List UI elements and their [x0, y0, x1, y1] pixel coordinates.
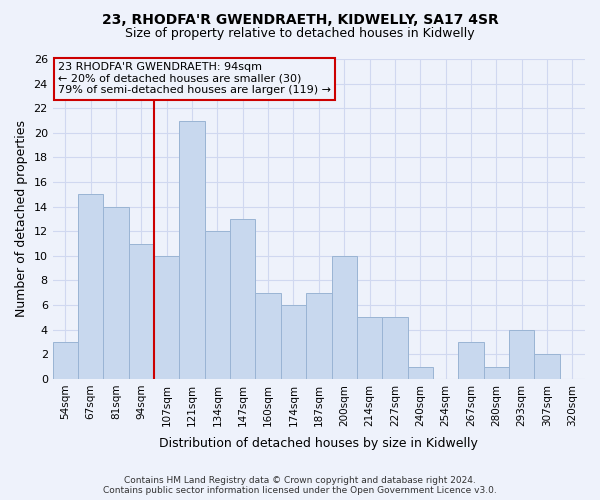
Bar [103, 206, 129, 379]
Y-axis label: Number of detached properties: Number of detached properties [15, 120, 28, 318]
Bar [53, 342, 78, 379]
Bar [129, 244, 154, 379]
Bar [306, 293, 332, 379]
Bar [281, 305, 306, 379]
Bar [357, 318, 382, 379]
Text: Size of property relative to detached houses in Kidwelly: Size of property relative to detached ho… [125, 28, 475, 40]
Text: Contains HM Land Registry data © Crown copyright and database right 2024.
Contai: Contains HM Land Registry data © Crown c… [103, 476, 497, 495]
Bar [509, 330, 535, 379]
Bar [205, 232, 230, 379]
Bar [78, 194, 103, 379]
Bar [484, 366, 509, 379]
Bar [154, 256, 179, 379]
Bar [407, 366, 433, 379]
Bar [256, 293, 281, 379]
Bar [535, 354, 560, 379]
Bar [230, 219, 256, 379]
Bar [382, 318, 407, 379]
Bar [179, 120, 205, 379]
Text: 23, RHODFA'R GWENDRAETH, KIDWELLY, SA17 4SR: 23, RHODFA'R GWENDRAETH, KIDWELLY, SA17 … [101, 12, 499, 26]
Text: 23 RHODFA'R GWENDRAETH: 94sqm
← 20% of detached houses are smaller (30)
79% of s: 23 RHODFA'R GWENDRAETH: 94sqm ← 20% of d… [58, 62, 331, 96]
X-axis label: Distribution of detached houses by size in Kidwelly: Distribution of detached houses by size … [160, 437, 478, 450]
Bar [458, 342, 484, 379]
Bar [332, 256, 357, 379]
